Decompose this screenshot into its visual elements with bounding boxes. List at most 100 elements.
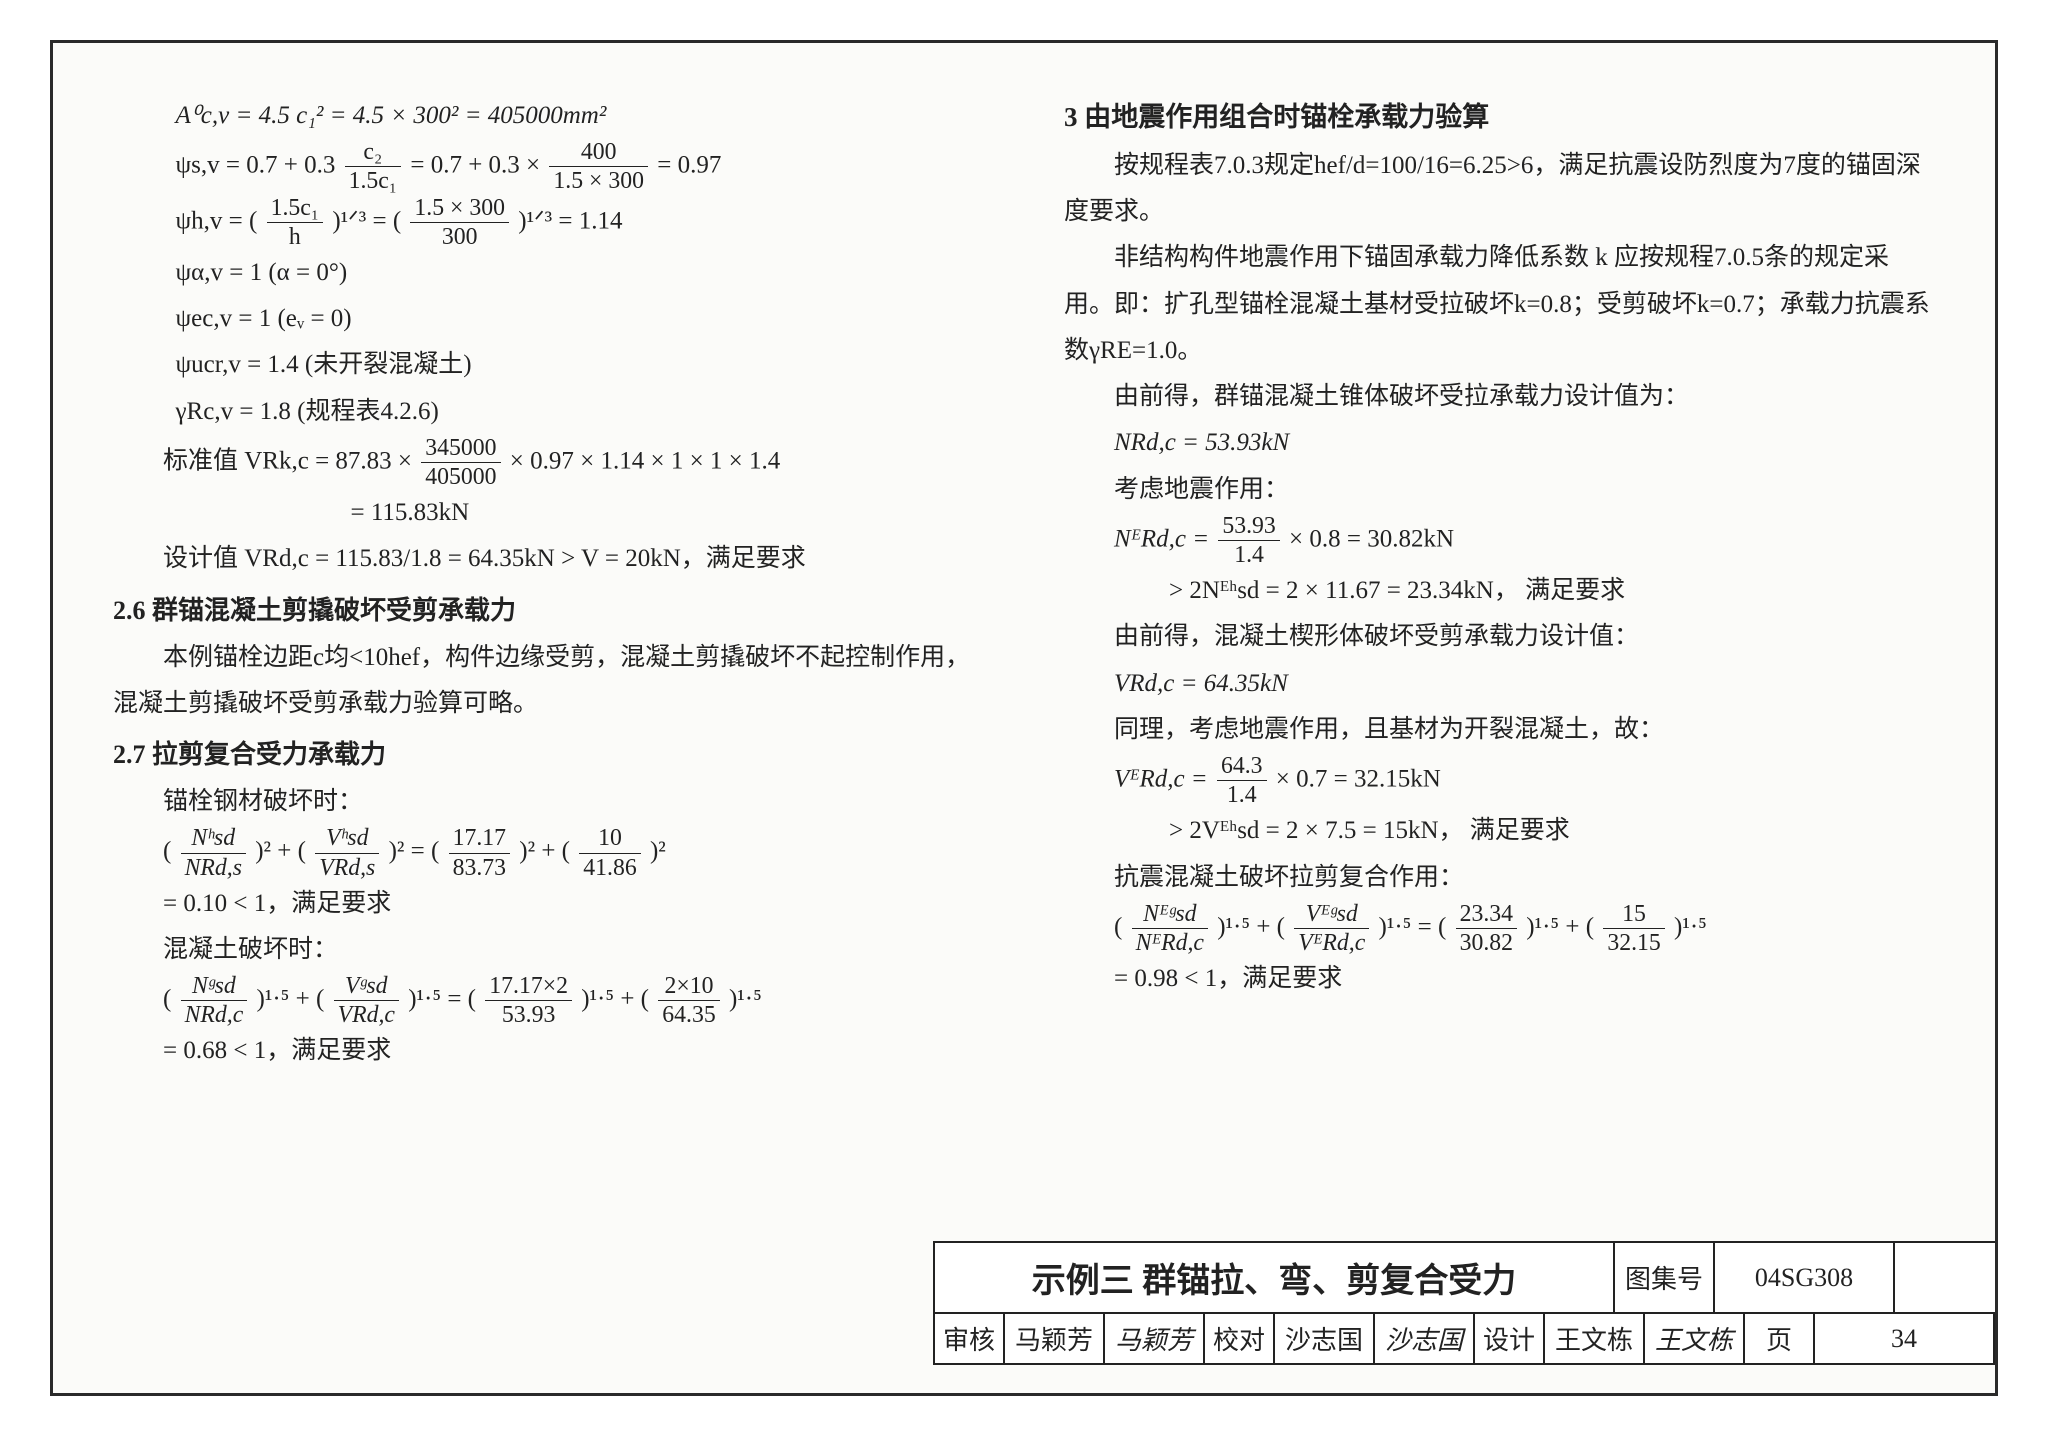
text: × 0.8 = 30.82kN [1289,525,1454,552]
denominator: NRd,c [181,1001,248,1028]
fraction: 64.31.4 [1217,753,1267,808]
numerator: Nᵍsd [181,973,248,1001]
right-column: 3 由地震作用组合时锚栓承载力验算 按规程表7.0.3规定hef/d=100/1… [1064,93,1935,1223]
text: )² + ( [519,838,570,865]
left-column: A⁰c,v = 4.5 c₁² = 4.5 × 300² = 405000mm²… [113,93,984,1223]
title-block-row-2: 审核 马颖芳 马颖芳 校对 沙志国 沙志国 设计 王文栋 王文栋 页 34 [935,1312,1995,1363]
denominator: VᴱRd,c [1294,929,1369,956]
denominator: h [267,223,324,250]
equation-line: NᴱRd,c = 53.931.4 × 0.8 = 30.82kN [1064,513,1935,568]
fraction: 345000405000 [421,435,500,490]
equation-line: 标准值 VRk,c = 87.83 × 345000405000 × 0.97 … [113,435,984,490]
fraction: 23.3430.82 [1456,901,1517,956]
drawing-title: 示例三 群锚拉、弯、剪复合受力 [935,1243,1615,1312]
numerator: 15 [1603,901,1664,929]
text: × 0.7 = 32.15kN [1276,766,1441,793]
denominator: NRd,s [181,854,246,881]
text-line: 锚栓钢材破坏时： [113,779,984,825]
denominator: VRd,c [334,1001,399,1028]
equation-line: ( NᴱᵍsdNᴱRd,c )¹·⁵ + ( VᴱᵍsdVᴱRd,c )¹·⁵ … [1064,901,1935,956]
denominator: 53.93 [485,1001,572,1028]
text: ψs,v = 0.7 + 0.3 [176,152,336,179]
fraction: VʰsdVRd,s [315,825,379,880]
text: ψh,v = ( [176,207,258,234]
label-page: 页 [1745,1312,1815,1363]
text: 标准值 VRk,c = 87.83 × [163,447,412,474]
text: )¹·⁵ = ( [408,986,476,1013]
fraction: VᴱᵍsdVᴱRd,c [1294,901,1369,956]
text-line: 考虑地震作用： [1064,467,1935,513]
text: )¹ᐟ³ = ( [332,207,401,234]
numerator: 17.17 [449,825,510,853]
equation-line: NRd,c = 53.93kN [1064,420,1935,466]
numerator: 400 [549,139,648,167]
equation-line: = 115.83kN [113,490,984,536]
fraction: 1041.86 [579,825,640,880]
equation-line: ( NᵍsdNRd,c )¹·⁵ + ( VᵍsdVRd,c )¹·⁵ = ( … [113,973,984,1028]
equation-line: A⁰c,v = 4.5 c₁² = 4.5 × 300² = 405000mm² [113,93,984,139]
paragraph: 本例锚栓边距c均<10hef，构件边缘受剪，混凝土剪撬破坏不起控制作用，混凝土剪… [113,635,984,728]
numerator: Vʰsd [315,825,379,853]
equation-line: 设计值 VRd,c = 115.83/1.8 = 64.35kN > V = 2… [113,536,984,582]
text: )¹ᐟ³ = 1.14 [518,207,622,234]
numerator: 345000 [421,435,500,463]
text: = 0.7 + 0.3 × [410,152,540,179]
paragraph: 非结构构件地震作用下锚固承载力降低系数 k 应按规程7.0.5条的规定采用。即：… [1064,235,1935,374]
page: A⁰c,v = 4.5 c₁² = 4.5 × 300² = 405000mm²… [50,40,1998,1396]
text: )¹·⁵ + ( [257,986,325,1013]
fraction: 1.5 × 300300 [410,195,509,250]
numerator: 1.5 × 300 [410,195,509,223]
equation-line: = 0.10 < 1，满足要求 [113,881,984,927]
fraction: NᴱᵍsdNᴱRd,c [1132,901,1208,956]
text: ( [163,838,171,865]
label-review: 审核 [935,1312,1005,1363]
fraction: 17.17×253.93 [485,973,572,1028]
text: VᴱRd,c = [1114,766,1208,793]
equation-line: VᴱRd,c = 64.31.4 × 0.7 = 32.15kN [1064,753,1935,808]
heading-3: 3 由地震作用组合时锚栓承载力验算 [1064,93,1935,143]
two-column-layout: A⁰c,v = 4.5 c₁² = 4.5 × 300² = 405000mm²… [113,93,1935,1223]
paragraph: 同理，考虑地震作用，且基材为开裂混凝土，故： [1064,707,1935,753]
denominator: VRd,s [315,854,379,881]
text: ( [1114,913,1122,940]
paragraph: 按规程表7.0.3规定hef/d=100/16=6.25>6，满足抗震设防烈度为… [1064,143,1935,236]
text: = 0.97 [657,152,721,179]
text: NRd,c = 53.93kN [1114,429,1289,456]
fraction: 1.5c₁h [267,195,324,250]
denominator: 1.4 [1218,541,1279,568]
fraction: 4001.5 × 300 [549,139,648,194]
text: )² [650,838,666,865]
signature-check: 沙志国 [1375,1312,1475,1363]
numerator: 23.34 [1456,901,1517,929]
denominator: 83.73 [449,854,510,881]
numerator: 64.3 [1217,753,1267,781]
text: VRd,c = 64.35kN [1114,670,1288,697]
denominator: 1.5c₁ [345,167,402,194]
heading-2-7: 2.7 拉剪复合受力承载力 [113,731,984,779]
label-check: 校对 [1205,1312,1275,1363]
equation-line: = 0.98 < 1，满足要求 [1064,956,1935,1002]
page-number: 34 [1815,1312,1995,1363]
name-check: 沙志国 [1275,1312,1375,1363]
equation-line: ψs,v = 0.7 + 0.3 c₂1.5c₁ = 0.7 + 0.3 × 4… [113,139,984,194]
name-review: 马颖芳 [1005,1312,1105,1363]
numerator: 53.93 [1218,513,1279,541]
equation-line: ψh,v = ( 1.5c₁h )¹ᐟ³ = ( 1.5 × 300300 )¹… [113,195,984,250]
denominator: 64.35 [658,1001,719,1028]
text: )² + ( [255,838,306,865]
numerator: 2×10 [658,973,719,1001]
text: ( [163,986,171,1013]
numerator: Nʰsd [181,825,246,853]
denominator: 32.15 [1603,929,1664,956]
text: )¹·⁵ [1674,913,1707,940]
fraction: c₂1.5c₁ [345,139,402,194]
title-block: 示例三 群锚拉、弯、剪复合受力 图集号 04SG308 审核 马颖芳 马颖芳 校… [933,1241,1995,1365]
fraction: 53.931.4 [1218,513,1279,568]
denominator: 30.82 [1456,929,1517,956]
text-line: 混凝土破坏时： [113,927,984,973]
denominator: 300 [410,223,509,250]
text: )¹·⁵ + ( [581,986,649,1013]
numerator: 10 [579,825,640,853]
equation-line: > 2Vᴱʰsd = 2 × 7.5 = 15kN， 满足要求 [1064,808,1935,854]
denominator: NᴱRd,c [1132,929,1208,956]
